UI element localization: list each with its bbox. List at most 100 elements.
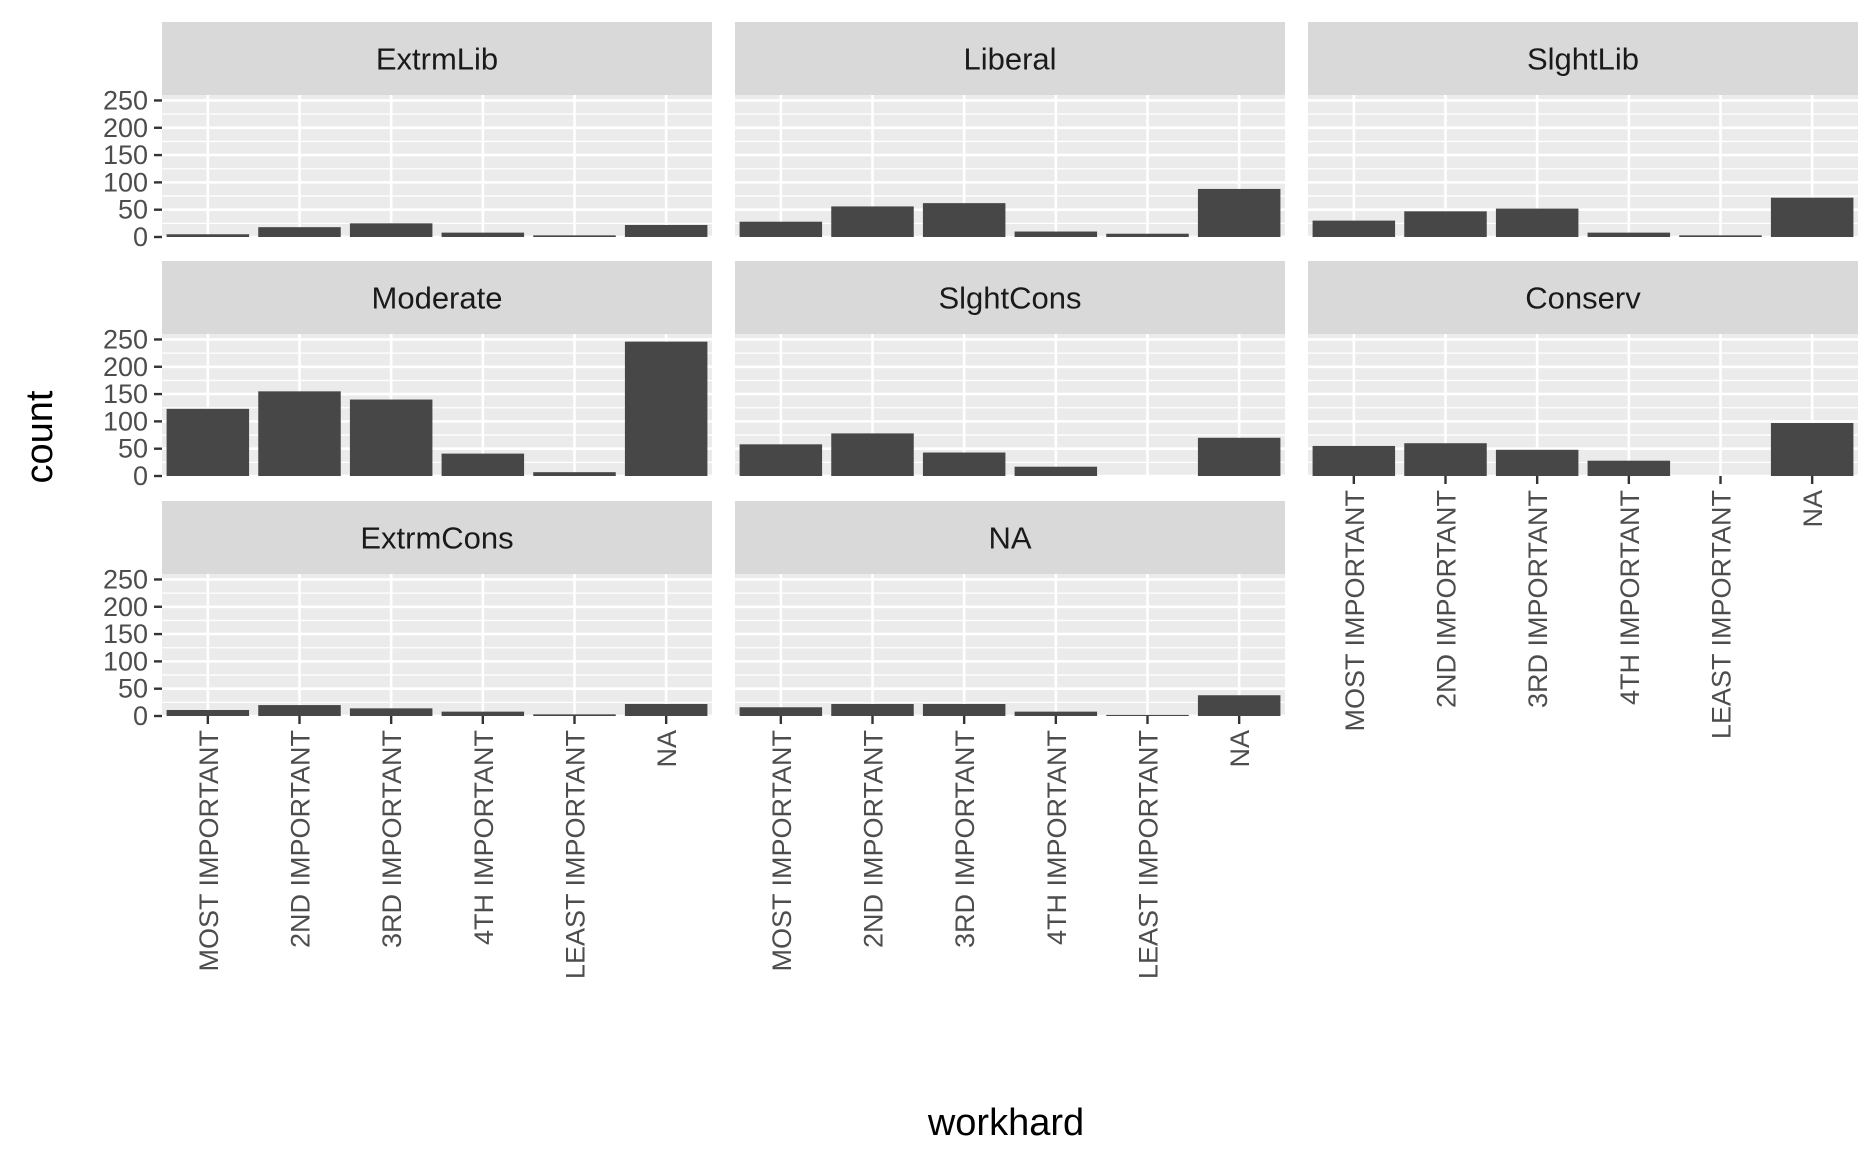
bar-slghtcons-1: [739, 444, 823, 476]
bar-moderate-4: [441, 453, 525, 476]
facet-panel-liberal: Liberal: [735, 22, 1285, 239]
facet-strip-label: ExtrmLib: [376, 42, 498, 77]
x-tick-label: NA: [652, 730, 682, 768]
bar-extrmcons-3: [349, 708, 433, 716]
bar-extrmlib-3: [349, 223, 433, 237]
y-tick-label: 100: [103, 406, 148, 436]
bar-slghtcons-4: [1014, 466, 1098, 476]
facet-strip: [162, 22, 712, 95]
panel-background: [735, 574, 1285, 716]
panel-background: [735, 334, 1285, 476]
y-tick-label: 50: [118, 195, 148, 225]
facet-panel-conserv: Conserv MOST IMPORTANT 2ND IMPORTANT 3RD IM…: [1308, 261, 1858, 739]
bar-slghtlib-5: [1679, 235, 1762, 237]
bar-na-2: [831, 703, 914, 716]
facet-strip-label: Liberal: [963, 42, 1056, 77]
facet-panel-na: NA MOST IMPORTANT 2ND IMPORTANT 3RD IMPORTA…: [735, 501, 1285, 979]
bar-liberal-5: [1106, 233, 1189, 237]
bar-slghtcons-2: [831, 433, 914, 476]
bar-extrmcons-4: [441, 711, 525, 716]
x-tick-label: 3RD IMPORTANT: [377, 730, 407, 948]
y-tick-label: 100: [103, 646, 148, 676]
bar-na-3: [922, 703, 1006, 716]
x-tick-label: MOST IMPORTANT: [767, 730, 797, 972]
panel-background: [162, 574, 712, 716]
panel-background: [162, 95, 712, 237]
bar-conserv-1: [1312, 445, 1396, 476]
x-tick-label: 2ND IMPORTANT: [859, 730, 889, 948]
facet-strip: [735, 22, 1285, 95]
y-tick-label: 50: [118, 434, 148, 464]
facet-strip: [735, 501, 1285, 574]
y-tick-label: 250: [103, 564, 148, 594]
bar-slghtlib-3: [1495, 208, 1579, 237]
bar-slghtlib-1: [1312, 220, 1396, 237]
panel-background: [735, 95, 1285, 237]
bar-conserv-2: [1404, 443, 1487, 476]
bar-extrmcons-6: [624, 703, 708, 716]
x-tick-label: 3RD IMPORTANT: [1523, 490, 1553, 708]
bar-liberal-3: [922, 203, 1006, 237]
x-tick-label: 4TH IMPORTANT: [1615, 490, 1645, 705]
y-tick-label: 50: [118, 674, 148, 704]
panel-background: [162, 334, 712, 476]
facet-strip-label: NA: [988, 521, 1031, 556]
y-tick-label: 100: [103, 167, 148, 197]
y-tick-label: 150: [103, 140, 148, 170]
x-tick-label: 4TH IMPORTANT: [1042, 730, 1072, 945]
y-tick-label: 150: [103, 619, 148, 649]
facet-panel-slghtcons: SlghtCons: [735, 261, 1285, 478]
panel-background: [1308, 95, 1858, 237]
facet-strip: [1308, 22, 1858, 95]
bar-extrmcons-5: [533, 714, 616, 716]
bar-moderate-3: [349, 399, 433, 476]
y-tick-label: 200: [103, 592, 148, 622]
y-tick-label: 150: [103, 379, 148, 409]
x-tick-label: LEAST IMPORTANT: [561, 730, 591, 979]
x-tick-label: LEAST IMPORTANT: [1134, 730, 1164, 979]
bar-conserv-3: [1495, 449, 1579, 476]
y-tick-label: 0: [133, 701, 148, 731]
bar-slghtlib-6: [1770, 197, 1854, 237]
facet-strip: [735, 261, 1285, 334]
x-tick-label: MOST IMPORTANT: [194, 730, 224, 972]
bar-extrmlib-5: [533, 235, 616, 237]
x-tick-label: 2ND IMPORTANT: [286, 730, 316, 948]
bar-extrmcons-2: [258, 705, 341, 716]
bar-na-4: [1014, 711, 1098, 716]
facet-strip-label: Moderate: [372, 281, 503, 316]
bar-extrmlib-1: [166, 234, 250, 237]
bar-liberal-2: [831, 206, 914, 237]
bar-na-6: [1197, 695, 1281, 716]
bar-liberal-1: [739, 221, 823, 237]
bar-extrmlib-6: [624, 224, 708, 237]
bar-na-1: [739, 707, 823, 716]
x-tick-label: 4TH IMPORTANT: [469, 730, 499, 945]
bar-liberal-6: [1197, 188, 1281, 237]
facet-strip: [162, 261, 712, 334]
bar-moderate-5: [533, 472, 616, 476]
x-tick-label: MOST IMPORTANT: [1340, 490, 1370, 732]
bar-liberal-4: [1014, 231, 1098, 237]
facet-panel-slghtlib: SlghtLib: [1308, 22, 1858, 239]
x-tick-label: NA: [1225, 730, 1255, 768]
x-tick-label: NA: [1798, 490, 1828, 528]
bar-moderate-1: [166, 408, 250, 476]
bar-conserv-4: [1587, 460, 1671, 476]
bar-extrmlib-4: [441, 232, 525, 237]
facet-strip-label: SlghtLib: [1527, 42, 1639, 77]
facet-strip-label: SlghtCons: [938, 281, 1081, 316]
bar-na-5: [1106, 714, 1189, 716]
bar-extrmlib-2: [258, 227, 341, 237]
y-tick-label: 250: [103, 85, 148, 115]
facet-strip: [1308, 261, 1858, 334]
x-tick-label: LEAST IMPORTANT: [1707, 490, 1737, 739]
bar-extrmcons-1: [166, 709, 250, 716]
y-tick-label: 200: [103, 113, 148, 143]
y-tick-label: 200: [103, 352, 148, 382]
facet-strip: [162, 501, 712, 574]
